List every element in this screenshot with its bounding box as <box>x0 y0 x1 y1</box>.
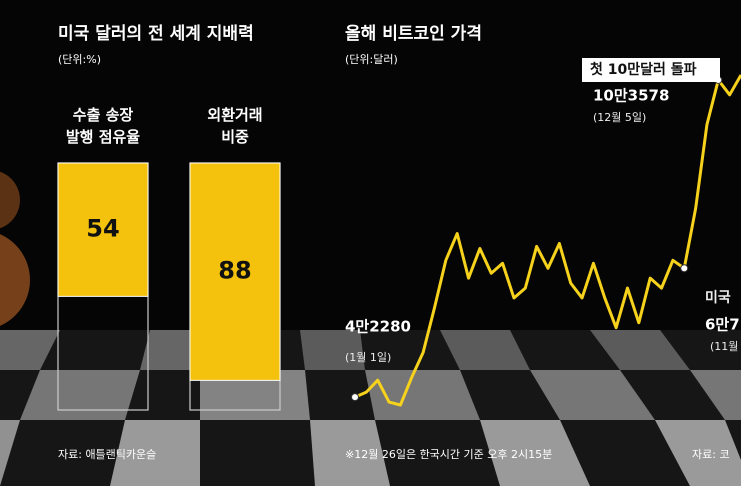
chessboard-background <box>0 171 741 486</box>
annotation: 미국 <box>705 290 731 306</box>
bar <box>189 162 281 381</box>
category-label: 외환거래 비중 <box>207 106 263 146</box>
category-label: 수출 송장 발행 점유율 <box>65 106 141 146</box>
annotation-box <box>582 58 720 82</box>
board-square <box>0 330 60 370</box>
price-line <box>354 74 741 407</box>
bar <box>57 162 149 297</box>
coin-decoration <box>0 234 30 326</box>
annotation: (1월 1일) <box>345 350 391 364</box>
board-square <box>110 420 200 486</box>
value-label: 4만2280 <box>345 318 411 336</box>
board-square <box>200 370 310 420</box>
value-label: 6만7 <box>705 316 740 334</box>
source: 자료: 코 <box>692 448 730 461</box>
annotation: 첫 10만달러 돌파 <box>590 62 697 78</box>
board-square <box>655 420 741 486</box>
board-square <box>590 330 690 370</box>
board-square <box>480 420 590 486</box>
chart-subtitle: (단위:%) <box>58 53 101 66</box>
board-square <box>690 370 741 420</box>
chart-title: 올해 비트코인 가격 <box>345 24 482 44</box>
board-square <box>0 420 20 486</box>
value-label: 10만3578 <box>593 87 669 105</box>
value-label: 88 <box>218 257 251 285</box>
point-marker <box>351 393 359 402</box>
coin-decoration <box>0 171 20 229</box>
board-square <box>300 330 365 370</box>
footnote: ※12월 26일은 한국시간 기준 오후 2시15분 <box>345 447 552 461</box>
chart-subtitle: (단위:달러) <box>345 53 398 66</box>
value-label: 54 <box>86 215 119 243</box>
board-square <box>20 370 140 420</box>
board-square <box>440 330 530 370</box>
board-square <box>530 370 655 420</box>
board-square <box>365 370 480 420</box>
annotation: (12월 5일) <box>593 110 646 124</box>
chart-title: 미국 달러의 전 세계 지배력 <box>58 23 254 44</box>
annotation: (11월 <box>710 340 738 353</box>
source: 자료: 애틀랜틱카운슬 <box>58 448 156 461</box>
point-marker <box>680 264 689 273</box>
board-square <box>310 420 390 486</box>
